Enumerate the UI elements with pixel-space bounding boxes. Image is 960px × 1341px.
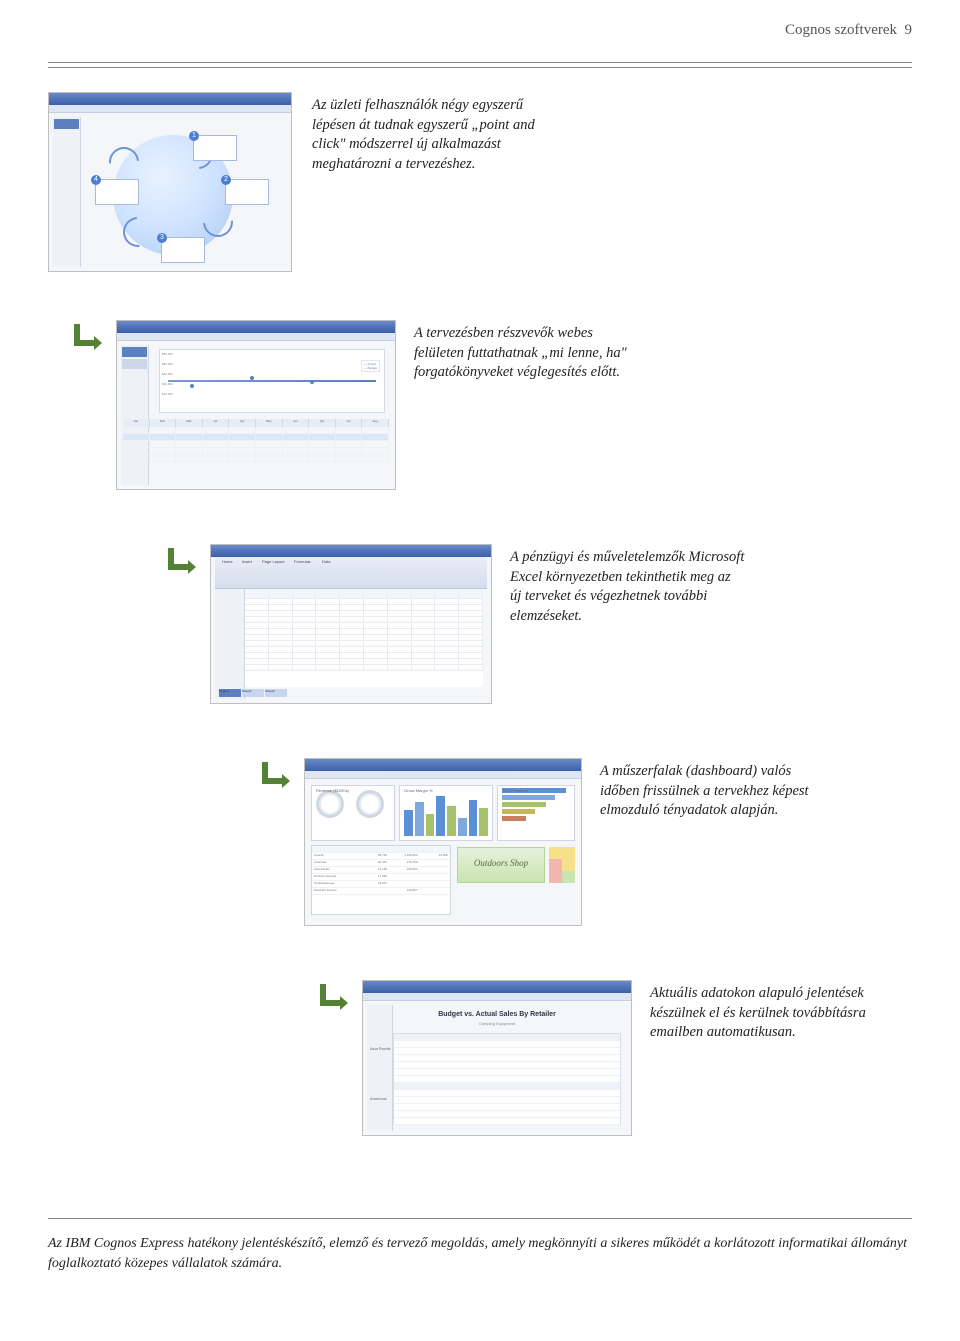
excel-sheet-tabs: Cognos Sheet1 Sheet2	[219, 689, 287, 697]
row-3: Home Insert Page Layout Formulas Data	[0, 544, 960, 704]
header-rule-1	[48, 62, 912, 63]
planning-line-chart: $60,000 $50,000 $40,000 $30,000 $20,000 …	[159, 349, 385, 413]
report-group-1: Asia Pacific	[370, 1046, 391, 1051]
dash-bar-chart	[404, 800, 488, 836]
arrow-marker-1	[74, 324, 102, 352]
arrow-marker-4	[320, 984, 348, 1012]
gauge-icon	[316, 790, 344, 818]
caption-4: A műszerfalak (dashboard) valós időben f…	[600, 762, 825, 821]
footer-rule	[48, 1218, 912, 1219]
excel-ribbon: Home Insert Page Layout Formulas Data	[215, 557, 487, 589]
caption-1: Az üzleti felhasználók négy egyszerű lép…	[312, 96, 562, 174]
row-2: $60,000 $50,000 $40,000 $30,000 $20,000 …	[0, 320, 960, 490]
planning-table: JanFebMarQ1AprMayJunQ2JulAug	[123, 419, 389, 483]
dash-heatmap	[549, 847, 575, 883]
workflow-node-1: 1	[193, 135, 237, 161]
caption-2: A tervezésben részvevők webes felületen …	[414, 324, 644, 383]
thumb-planning: $60,000 $50,000 $40,000 $30,000 $20,000 …	[116, 320, 396, 490]
caption-3: A pénzügyi és műveletelemzők Microsoft E…	[510, 548, 745, 626]
arrow-marker-3	[262, 762, 290, 790]
dash-top-products-panel: Top 5 Products	[497, 785, 575, 841]
thumb-dashboard: Revenue ($1000s) Gross Margin %	[304, 758, 582, 926]
row-1: 1 2 3 4 Az üzleti felhasználók négy egys…	[0, 92, 960, 272]
dash-revenue-panel: Revenue ($1000s)	[311, 785, 395, 841]
arrow-marker-2	[168, 548, 196, 576]
report-group-2: Americas	[370, 1096, 387, 1101]
caption-5: Aktuális adatokon alapuló jelentések kés…	[650, 984, 868, 1043]
dash-retailers-table: Overall96,7451,196,00044,000 Americas40,…	[311, 845, 451, 915]
dash-outdoors-tile: Outdoors Shop	[457, 847, 545, 883]
thumb-report: Budget vs. Actual Sales By Retailer Camp…	[362, 980, 632, 1136]
row-4: Revenue ($1000s) Gross Margin %	[0, 758, 960, 926]
report-table: Asia Pacific Americas	[393, 1033, 621, 1125]
gauge-icon	[356, 790, 384, 818]
workflow-node-4: 4	[95, 179, 139, 205]
header-rule-2	[48, 67, 912, 68]
workflow-node-3: 3	[161, 237, 205, 263]
report-subtitle: Camping Equipment	[367, 1021, 627, 1026]
report-title: Budget vs. Actual Sales By Retailer	[367, 1011, 627, 1018]
workflow-node-2: 2	[225, 179, 269, 205]
thumb-flowchart: 1 2 3 4	[48, 92, 292, 272]
thumb-excel: Home Insert Page Layout Formulas Data	[210, 544, 492, 704]
row-5: Budget vs. Actual Sales By Retailer Camp…	[0, 980, 960, 1136]
excel-grid	[245, 593, 483, 687]
running-head-title: Cognos szoftverek	[785, 22, 897, 38]
footer-text: Az IBM Cognos Express hatékony jelentésk…	[48, 1234, 912, 1273]
running-head: Cognos szoftverek 9	[785, 22, 912, 39]
page-number: 9	[905, 22, 913, 38]
dash-margin-panel: Gross Margin %	[399, 785, 493, 841]
